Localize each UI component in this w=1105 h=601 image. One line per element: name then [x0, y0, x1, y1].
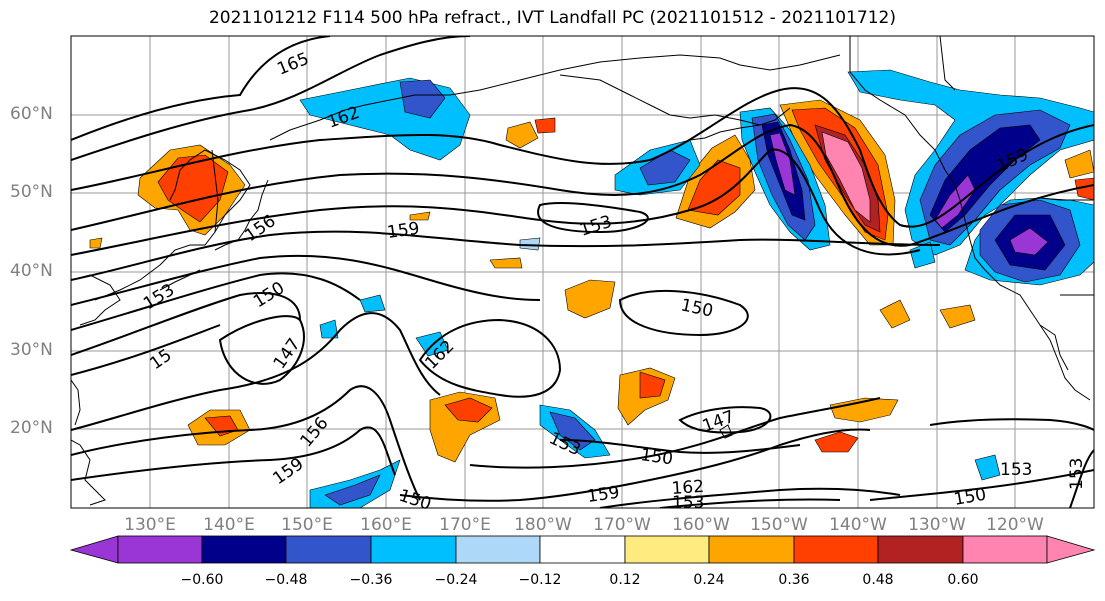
- lon-label: 150°E: [267, 515, 347, 535]
- colorbar-tick: −0.12: [510, 572, 570, 588]
- lon-label: 160°W: [661, 515, 741, 535]
- lon-label: 180°W: [503, 515, 583, 535]
- colorbar-tick: −0.24: [426, 572, 486, 588]
- lon-label: 130°E: [110, 515, 190, 535]
- colorbar: [71, 536, 1094, 563]
- lat-label: 40°N: [10, 261, 65, 281]
- lon-label: 140°W: [818, 515, 898, 535]
- contour-label: 153: [577, 212, 614, 241]
- map-panel: 165 162 156 159 153 150 147 15 162 156 1…: [0, 0, 1105, 601]
- colorbar-tick: 0.24: [679, 572, 739, 588]
- lat-label: 20°N: [10, 418, 65, 438]
- lon-label: 130°W: [897, 515, 977, 535]
- contour-label: 150: [952, 485, 987, 510]
- contour-label: 150: [639, 445, 674, 469]
- contour-label: 159: [586, 483, 621, 507]
- colorbar-tick: 0.12: [595, 572, 655, 588]
- colorbar-tick: 0.60: [933, 572, 993, 588]
- colorbar-tick: −0.48: [256, 572, 316, 588]
- lat-label: 60°N: [10, 104, 65, 124]
- colorbar-tick: 0.36: [764, 572, 824, 588]
- lon-label: 160°E: [346, 515, 426, 535]
- lon-label: 170°E: [425, 515, 505, 535]
- contour-label: 150: [250, 278, 288, 312]
- contour-label: 153: [672, 493, 704, 513]
- lon-label: 120°W: [975, 515, 1055, 535]
- contour-label: 156: [297, 413, 333, 451]
- colorbar-tick: −0.36: [341, 572, 401, 588]
- contour-label: 159: [386, 219, 421, 243]
- lat-label: 30°N: [10, 340, 65, 360]
- colorbar-tick: −0.60: [172, 572, 232, 588]
- lon-label: 140°E: [189, 515, 269, 535]
- lat-label: 50°N: [10, 182, 65, 202]
- contour-label: 150: [396, 486, 433, 515]
- contour-label: 150: [679, 295, 715, 321]
- contour-label: 165: [274, 49, 312, 80]
- colorbar-tick: 0.48: [848, 572, 908, 588]
- lon-label: 150°W: [739, 515, 819, 535]
- contour-label: 153: [1067, 458, 1087, 490]
- contour-label: 153: [1000, 460, 1032, 480]
- lon-label: 170°W: [582, 515, 662, 535]
